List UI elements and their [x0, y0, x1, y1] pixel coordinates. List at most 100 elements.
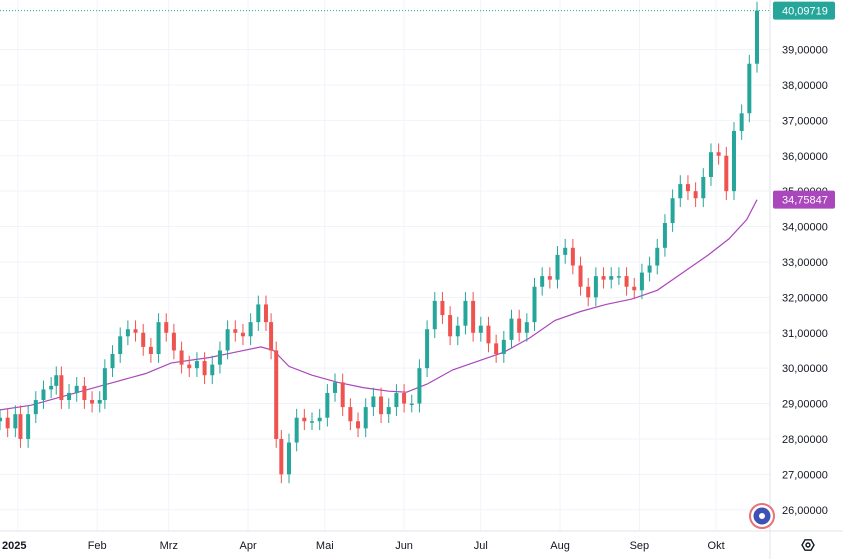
- candle-body: [156, 322, 161, 354]
- logo-icon: [749, 503, 775, 529]
- x-tick-label: Aug: [550, 540, 570, 552]
- y-tick-label: 36,00000: [782, 151, 828, 163]
- candle-body: [41, 389, 46, 401]
- candle-body: [739, 113, 744, 131]
- candle-body: [141, 332, 146, 347]
- candle-body: [555, 254, 560, 280]
- candle-body: [463, 300, 468, 326]
- x-tick-label: Sep: [630, 540, 650, 552]
- gear-icon[interactable]: [801, 539, 815, 551]
- candle-body: [586, 286, 591, 298]
- candle-body: [601, 276, 606, 280]
- candle-body: [179, 350, 184, 365]
- candle-body: [494, 343, 499, 354]
- moving-average-badge-bg: [773, 190, 835, 209]
- candle-body: [708, 152, 713, 177]
- candle-body: [233, 329, 238, 333]
- candle-body: [655, 247, 660, 266]
- candle-body: [13, 414, 18, 429]
- candle-body: [133, 329, 138, 333]
- candle-body: [210, 364, 215, 376]
- y-tick-label: 30,00000: [782, 363, 828, 375]
- moving-average-line: [0, 199, 758, 411]
- candle-body: [148, 346, 153, 354]
- y-tick-label: 37,00000: [782, 115, 828, 127]
- candle-body: [685, 184, 690, 192]
- x-tick-label: Mai: [316, 540, 334, 552]
- candle-body: [455, 325, 460, 337]
- candle-body: [125, 329, 130, 337]
- candle-body: [256, 304, 261, 323]
- candle-body: [678, 184, 683, 199]
- candle-body: [755, 10, 759, 64]
- y-tick-label: 33,00000: [782, 257, 828, 269]
- y-tick-label: 34,00000: [782, 222, 828, 234]
- x-tick-label: Mrz: [160, 540, 178, 552]
- y-axis: 26,00000 27,00000 28,00000 29,00000 30,00000…: [782, 45, 828, 517]
- x-tick-label: Okt: [708, 540, 725, 552]
- candle-body: [333, 382, 338, 393]
- candle-body: [310, 421, 315, 423]
- candle-body: [325, 392, 330, 418]
- candle-body: [202, 361, 207, 376]
- candle-body: [74, 385, 79, 393]
- candle-body: [432, 300, 437, 330]
- x-tick-label: Feb: [88, 540, 107, 552]
- x-tick-label: Jun: [395, 540, 413, 552]
- last-price-badge-bg: [773, 1, 835, 20]
- candle-body: [593, 276, 598, 298]
- candle-body: [274, 350, 279, 439]
- candle-body: [171, 332, 176, 351]
- candle-body: [724, 155, 729, 192]
- candle-body: [302, 417, 307, 422]
- candle-body: [486, 325, 491, 344]
- candle-body: [578, 265, 583, 287]
- candle-body: [409, 403, 414, 406]
- y-tick-label: 31,00000: [782, 328, 828, 340]
- candle-body: [478, 325, 483, 333]
- candle-body: [97, 400, 102, 404]
- candle-body: [471, 300, 476, 333]
- candle-body: [624, 276, 629, 287]
- x-tick-label: Jul: [474, 540, 488, 552]
- candle-body: [102, 368, 107, 401]
- candle-body: [563, 247, 568, 255]
- candle-body: [187, 364, 192, 369]
- candle-body: [540, 276, 545, 287]
- candle-body: [317, 417, 322, 422]
- candle-body: [279, 438, 284, 475]
- candle-body: [448, 315, 453, 337]
- candle-body: [547, 276, 552, 280]
- y-tick-label: 29,00000: [782, 399, 828, 411]
- candle-body: [269, 322, 274, 351]
- x-tick-label: 2025: [2, 540, 26, 552]
- candle-body: [693, 191, 698, 199]
- candle-body: [609, 276, 614, 280]
- candle-body: [440, 300, 445, 316]
- candle-body: [59, 375, 64, 401]
- plot-background: [0, 0, 770, 531]
- candle-body: [356, 421, 361, 429]
- candle-body: [417, 368, 422, 404]
- candle-body: [394, 392, 399, 408]
- candle-body: [82, 385, 87, 401]
- candle-body: [90, 400, 95, 404]
- candle-body: [294, 417, 299, 443]
- y-tick-label: 26,00000: [782, 505, 828, 517]
- candle-body: [716, 152, 721, 156]
- moving-average-layer: [0, 199, 758, 411]
- y-tick-label: 27,00000: [782, 469, 828, 481]
- y-tick-label: 39,00000: [782, 45, 828, 57]
- candle-body: [348, 407, 353, 422]
- price-badges: 40,09719 34,75847: [773, 1, 835, 209]
- candle-body: [5, 417, 10, 429]
- candle-body: [49, 385, 54, 390]
- y-tick-label: 28,00000: [782, 434, 828, 446]
- candle-body: [18, 414, 23, 439]
- candle-body: [286, 442, 291, 475]
- candle-body: [386, 407, 391, 415]
- candle-body: [632, 286, 637, 291]
- candle-body: [524, 322, 529, 333]
- candle-body: [731, 130, 736, 192]
